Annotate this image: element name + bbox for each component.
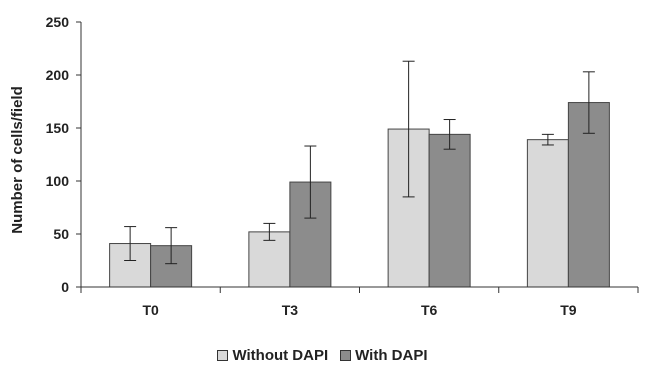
y-tick-label: 50 — [53, 226, 69, 242]
legend-swatch-without-dapi — [217, 350, 229, 361]
x-axis-ticks: T0 T3 T6 T9 — [80, 287, 639, 318]
legend: Without DAPI With DAPI — [0, 347, 645, 364]
x-tick-label: T9 — [560, 302, 577, 318]
legend-item-without-dapi: Without DAPI — [217, 347, 328, 364]
y-axis-ticks: 0 50 100 150 200 250 — [46, 14, 81, 295]
legend-label-with-dapi: With DAPI — [355, 347, 428, 364]
bar-with-dapi-t6 — [428, 133, 471, 288]
bar-without-dapi-t9 — [526, 139, 569, 288]
y-tick-label: 250 — [46, 14, 70, 30]
legend-item-with-dapi: With DAPI — [340, 347, 428, 364]
legend-label-without-dapi: Without DAPI — [232, 347, 329, 364]
y-axis-label: Number of cells/field — [9, 86, 26, 234]
y-tick-label: 200 — [46, 67, 70, 83]
x-tick-label: T6 — [421, 302, 438, 318]
error-bars — [124, 60, 595, 265]
legend-swatch-with-dapi — [340, 350, 352, 361]
bar-chart: Number of cells/field 0 50 100 150 200 250 T0… — [9, 14, 639, 318]
y-tick-label: 150 — [46, 120, 70, 136]
y-tick-label: 0 — [61, 279, 69, 295]
x-tick-label: T3 — [282, 302, 299, 318]
x-tick-label: T0 — [142, 302, 159, 318]
bars — [109, 102, 610, 288]
y-tick-label: 100 — [46, 173, 70, 189]
